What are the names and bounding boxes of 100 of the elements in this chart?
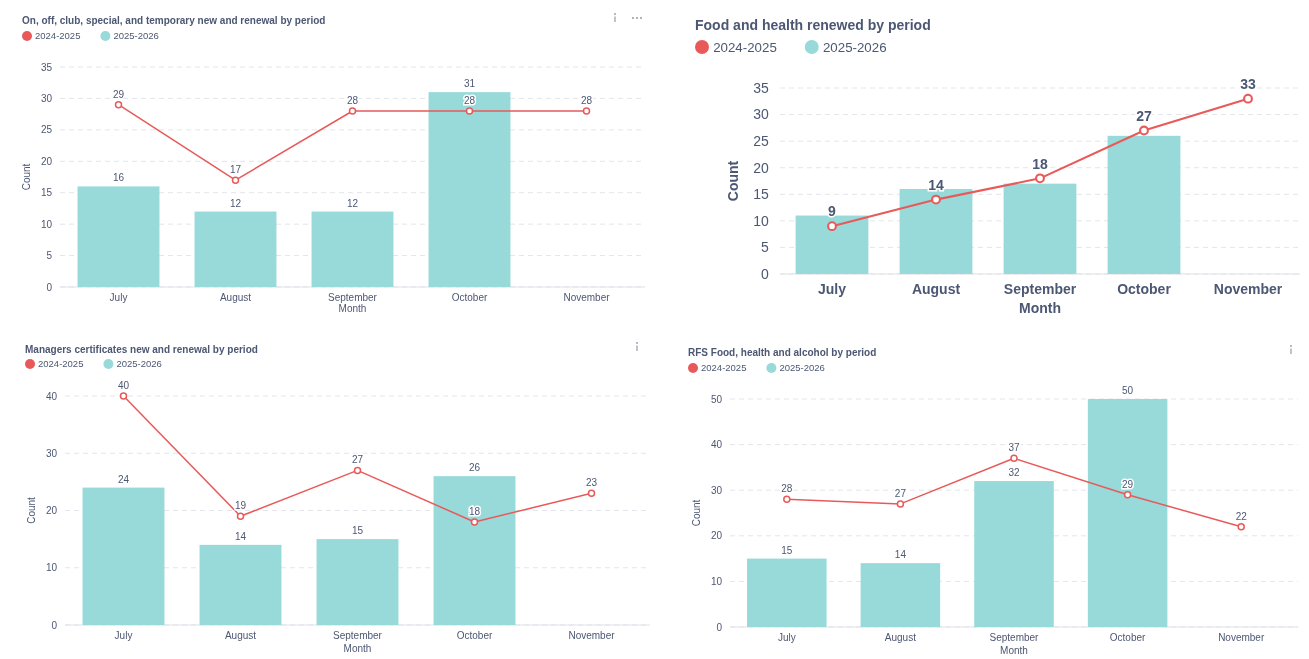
legend-label: 2024-2025 (701, 362, 747, 374)
y-tick-label: 5 (761, 239, 769, 256)
data-label: 23 (585, 477, 598, 489)
chart-title: Food and health renewed by period (695, 17, 931, 33)
bar (433, 476, 516, 625)
point (1243, 93, 1253, 104)
y-tick-label: 50 (710, 393, 723, 405)
data-label: 28 (580, 95, 593, 106)
point (465, 107, 474, 115)
bar (860, 563, 941, 627)
x-tick-label: July (109, 292, 128, 303)
legend-label: 2025-2026 (779, 362, 825, 374)
data-label: 17 (229, 164, 242, 176)
y-tick-label: 20 (710, 530, 723, 542)
point (348, 107, 357, 115)
data-label: 40 (117, 380, 130, 391)
x-tick-label: October (1109, 632, 1147, 643)
y-tick-label: 20 (753, 159, 770, 176)
bar (199, 544, 282, 625)
y-tick-label: 0 (761, 265, 769, 282)
x-tick-label: July (817, 280, 847, 297)
x-tick-label: November (563, 292, 611, 303)
y-tick-label: 0 (51, 619, 58, 631)
legend-label: 2024-2025 (38, 358, 84, 370)
chart-title: On, off, club, special, and temporary new and renewal by period (22, 15, 326, 26)
y-axis-title: Count (26, 496, 37, 524)
data-label: 16 (112, 172, 125, 184)
data-label: 22 (1235, 510, 1248, 522)
x-tick-label: September (989, 632, 1040, 643)
x-tick-label: November (568, 630, 616, 641)
legend-label: 2024-2025 (713, 39, 777, 55)
x-tick-label: September (333, 630, 383, 641)
y-tick-label: 10 (45, 562, 58, 574)
data-label: 26 (468, 462, 481, 474)
y-tick-label: 30 (45, 447, 58, 459)
x-tick-label: November (1218, 632, 1265, 643)
point (1123, 491, 1132, 499)
point (582, 107, 591, 115)
data-label: 27 (1136, 107, 1152, 124)
x-tick-label: July (114, 630, 133, 641)
legend-label: 2025-2026 (116, 358, 162, 370)
data-label: 12 (229, 197, 242, 209)
y-tick-label: 20 (45, 505, 58, 516)
point (470, 518, 479, 526)
data-label: 33 (1240, 75, 1256, 92)
point (236, 512, 245, 520)
data-label: 28 (781, 483, 793, 495)
bar (82, 487, 165, 625)
data-label: 32 (1008, 467, 1020, 479)
point (119, 392, 128, 400)
bar (316, 539, 399, 625)
x-axis-title: Month (338, 303, 367, 314)
y-tick-label: 35 (40, 61, 53, 73)
bar (795, 215, 869, 274)
data-label: 27 (894, 487, 907, 499)
legend-label: 2025-2026 (113, 30, 159, 42)
bar (311, 211, 394, 287)
point (1237, 522, 1245, 531)
y-tick-label: 25 (753, 133, 770, 150)
point (1139, 125, 1149, 136)
chart-title: RFS Food, health and alcohol by period (688, 347, 877, 358)
bar (428, 92, 511, 287)
data-label: 12 (346, 197, 359, 209)
x-tick-label: October (1117, 280, 1172, 297)
data-label: 19 (234, 500, 247, 512)
data-label: 31 (463, 78, 476, 90)
y-tick-label: 10 (753, 212, 770, 229)
y-axis-title: Count (21, 163, 32, 191)
legend-label: 2025-2026 (822, 39, 887, 55)
bar (1003, 183, 1077, 274)
y-tick-label: 5 (46, 250, 53, 262)
y-tick-label: 10 (40, 218, 53, 230)
data-label: 9 (828, 203, 837, 220)
chart-title: Managers certificates new and renewal by period (25, 344, 258, 355)
bar (747, 558, 827, 627)
point (827, 221, 837, 232)
y-axis-title: Count (691, 499, 702, 527)
data-label: 14 (234, 530, 247, 542)
x-tick-label: November (1213, 280, 1283, 297)
y-tick-label: 20 (40, 155, 53, 167)
data-label: 50 (1122, 385, 1134, 396)
y-tick-label: 30 (40, 92, 53, 104)
x-axis-title: Month (1019, 300, 1061, 316)
bar (1107, 135, 1181, 274)
y-tick-label: 25 (40, 124, 53, 136)
point (896, 500, 905, 508)
point (931, 194, 941, 205)
y-tick-label: 40 (45, 390, 58, 402)
x-axis-title: Month (343, 643, 372, 654)
data-label: 28 (346, 95, 359, 106)
bar (194, 211, 277, 287)
x-tick-label: August (884, 632, 917, 643)
point (114, 100, 123, 109)
data-label: 24 (117, 473, 130, 485)
x-tick-label: October (451, 292, 488, 303)
x-tick-label: August (224, 630, 257, 641)
data-label: 15 (351, 525, 364, 537)
y-tick-label: 0 (46, 281, 53, 293)
x-tick-label: August (911, 280, 961, 297)
legend-label: 2024-2025 (35, 30, 81, 42)
